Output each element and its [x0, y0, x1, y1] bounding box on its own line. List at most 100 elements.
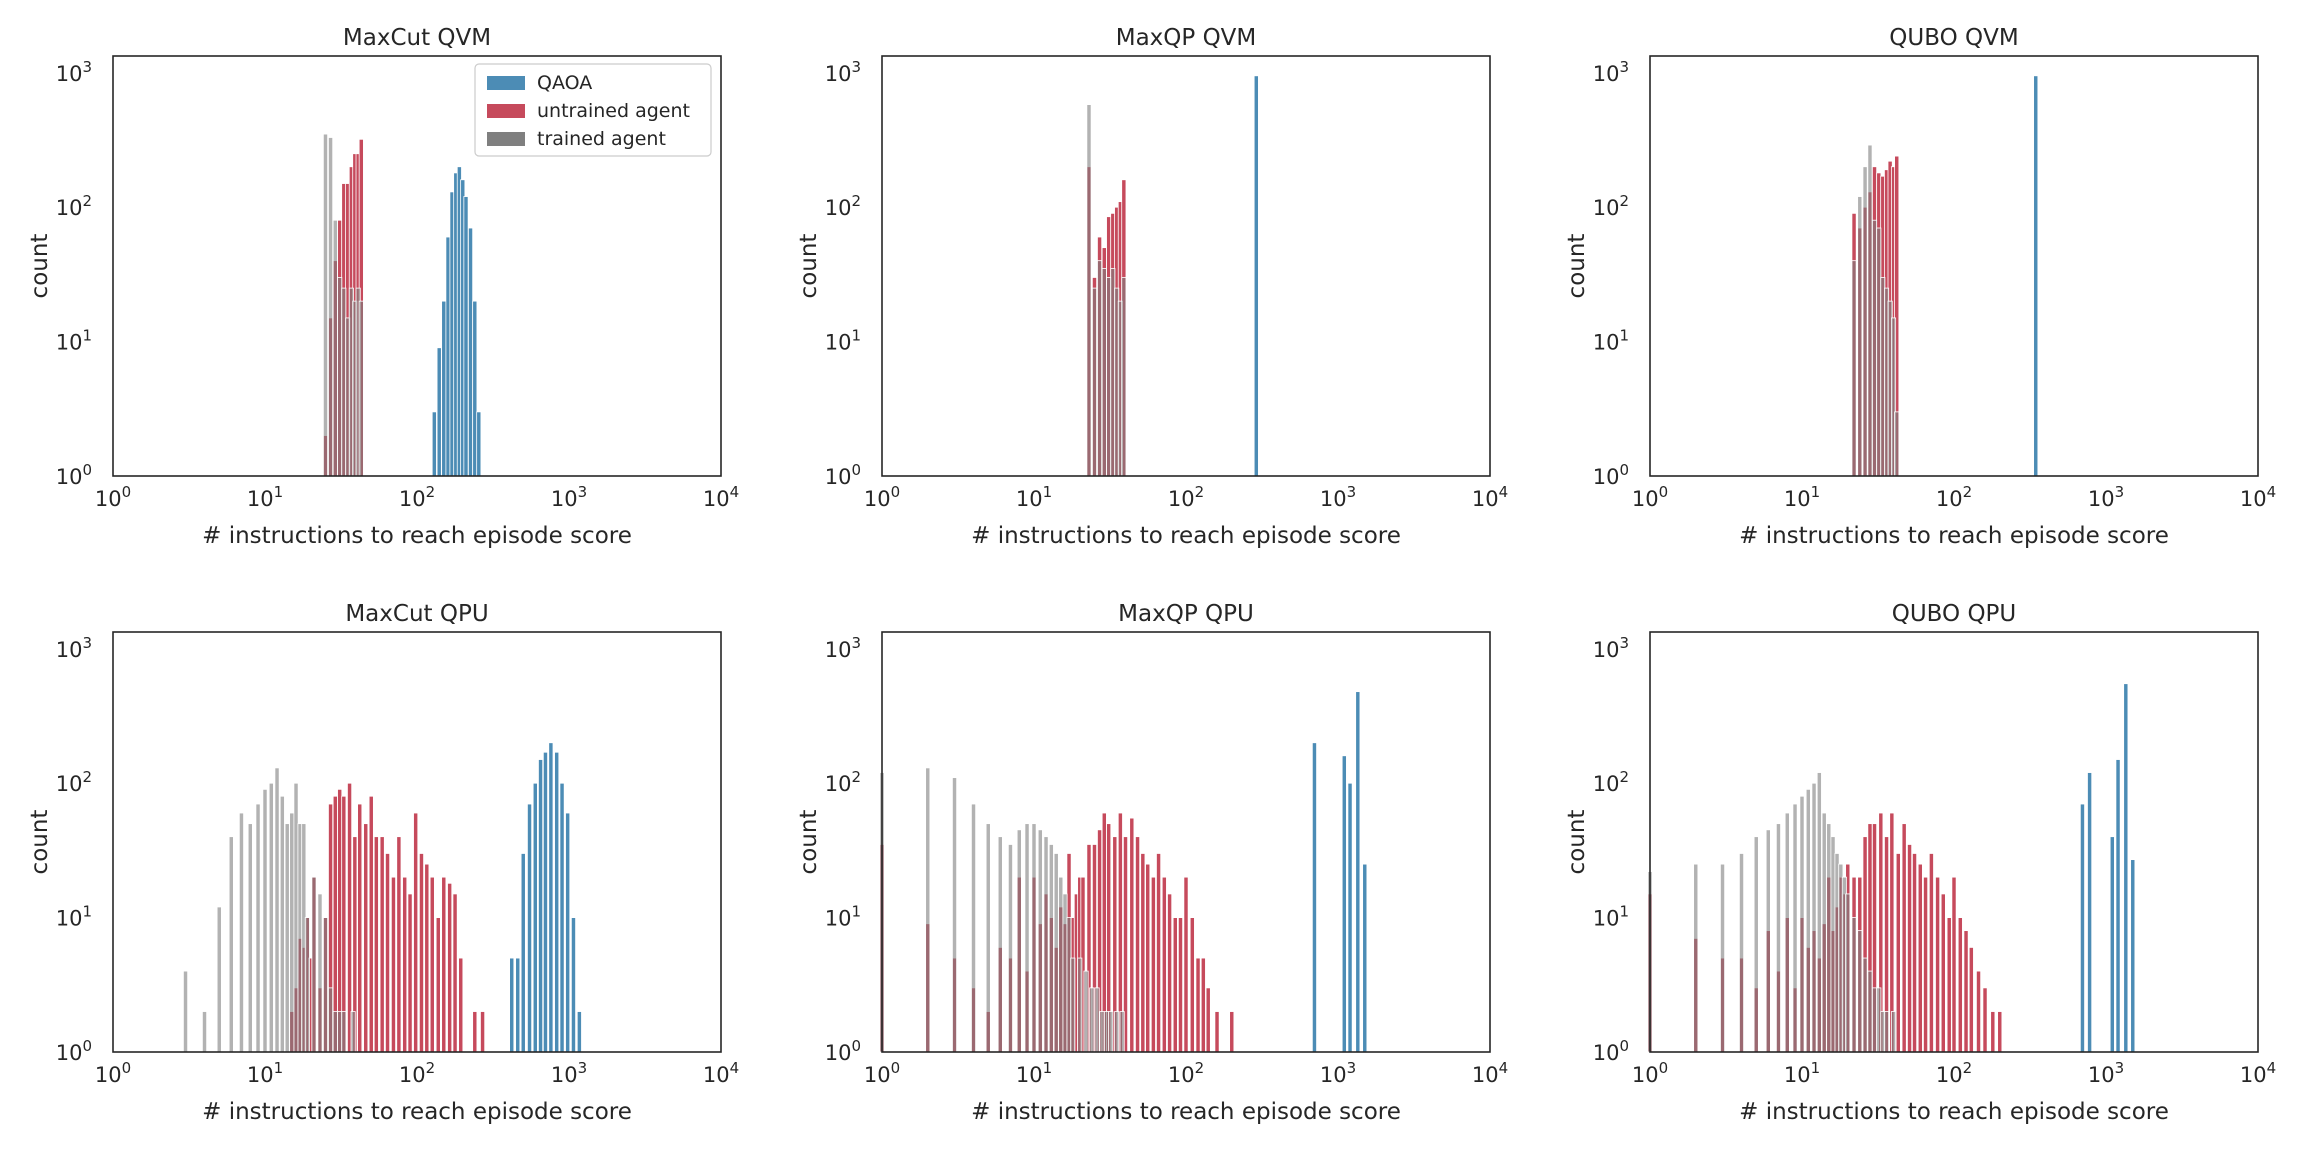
bar — [279, 795, 285, 1053]
bar — [1189, 917, 1195, 1053]
bar — [1928, 853, 1934, 1053]
bar — [1200, 957, 1206, 1053]
y-tick-label: 102 — [825, 192, 861, 220]
bar — [429, 876, 435, 1053]
bar — [1195, 957, 1201, 1053]
x-tick-label: 102 — [1936, 483, 1972, 511]
bar — [304, 917, 310, 1053]
chart-title: QUBO QPU — [1892, 601, 2017, 627]
bar — [2115, 759, 2121, 1053]
bar — [1177, 917, 1184, 1053]
x-tick-label: 104 — [1472, 483, 1508, 511]
bar — [1311, 742, 1317, 1053]
bar — [1129, 817, 1135, 1053]
bar — [1083, 970, 1089, 1053]
bar — [1968, 947, 1974, 1053]
bar — [402, 876, 408, 1053]
x-tick-label: 104 — [1472, 1059, 1508, 1087]
bar — [480, 1011, 486, 1053]
y-tick-label: 103 — [56, 58, 92, 86]
y-axis-label: count — [27, 234, 53, 299]
bar — [1894, 411, 1900, 477]
bar — [1341, 755, 1347, 1053]
bar — [1816, 772, 1822, 1053]
chart-panel: MaxQP QPU 100 101 102 103 104 100 101 102 103 # in… — [796, 601, 1508, 1125]
bar — [458, 957, 464, 1053]
y-tick-label: 101 — [56, 903, 92, 931]
bar — [1890, 1011, 1897, 1053]
bar — [1857, 930, 1863, 1053]
bar — [1156, 853, 1162, 1053]
bar — [1871, 987, 1878, 1053]
bar — [1053, 853, 1059, 1053]
bar — [1923, 876, 1929, 1053]
bar — [2130, 859, 2136, 1053]
bar — [363, 823, 369, 1053]
bar — [1957, 917, 1963, 1053]
bar — [1784, 812, 1790, 1053]
bar — [255, 803, 261, 1053]
x-tick-label: 104 — [2240, 1059, 2276, 1087]
bar — [1982, 987, 1988, 1053]
bar — [1094, 987, 1100, 1053]
y-tick-label: 102 — [56, 768, 92, 796]
bar-series — [879, 767, 1125, 1053]
y-tick-label: 103 — [56, 634, 92, 662]
bar — [1826, 823, 1832, 1053]
x-tick-label: 103 — [1320, 483, 1356, 511]
bar — [1355, 691, 1361, 1053]
y-axis-label: count — [796, 234, 822, 299]
legend-swatch — [487, 76, 525, 90]
bar — [1884, 1011, 1890, 1053]
bar — [548, 742, 554, 1053]
x-tick-label: 102 — [399, 1059, 435, 1087]
x-tick-label: 100 — [1632, 1059, 1668, 1087]
bar — [2123, 683, 2129, 1053]
bar — [1753, 836, 1759, 1053]
legend-box — [474, 63, 712, 157]
y-tick-label: 102 — [56, 192, 92, 220]
axes-frame — [112, 631, 722, 1053]
y-tick-label: 103 — [825, 634, 861, 662]
bar — [1183, 876, 1189, 1053]
bar — [373, 836, 379, 1053]
x-tick-label: 104 — [2240, 483, 2276, 511]
bar — [435, 917, 441, 1053]
bar — [441, 300, 447, 477]
bar — [2033, 75, 2039, 477]
bar — [413, 812, 419, 1053]
bar — [1857, 196, 1863, 477]
bar-series — [1311, 691, 1368, 1053]
x-tick-label: 102 — [1168, 1059, 1204, 1087]
bar — [268, 782, 274, 1053]
bar — [1917, 863, 1923, 1053]
chart-title: MaxQP QVM — [1116, 25, 1257, 51]
bar — [407, 893, 413, 1053]
bar — [447, 882, 453, 1053]
bar — [925, 767, 931, 1053]
bar — [1946, 917, 1952, 1053]
x-tick-label: 100 — [95, 483, 131, 511]
bar — [542, 751, 548, 1053]
bar — [1070, 957, 1076, 1053]
bar — [1119, 1011, 1125, 1053]
bar — [228, 836, 234, 1053]
bar — [1161, 876, 1167, 1053]
legend: QAOA untrained agent trained agent — [474, 63, 712, 157]
bar — [1912, 853, 1918, 1053]
chart-title: MaxCut QVM — [343, 25, 491, 51]
x-axis-label: # instructions to reach episode score — [971, 1099, 1401, 1125]
x-tick-label: 103 — [2088, 483, 2124, 511]
x-tick-label: 103 — [1320, 1059, 1356, 1087]
chart-title: QUBO QVM — [1889, 25, 2018, 51]
bar-series — [322, 133, 364, 477]
y-axis-label: count — [1564, 810, 1590, 875]
bar — [2109, 836, 2115, 1053]
bar — [1114, 1011, 1120, 1053]
bar — [1693, 863, 1699, 1053]
bar — [1990, 1011, 1996, 1053]
bar — [1101, 268, 1107, 477]
y-tick-label: 100 — [1593, 1037, 1629, 1065]
bar — [1091, 287, 1098, 477]
y-tick-label: 102 — [1593, 768, 1629, 796]
